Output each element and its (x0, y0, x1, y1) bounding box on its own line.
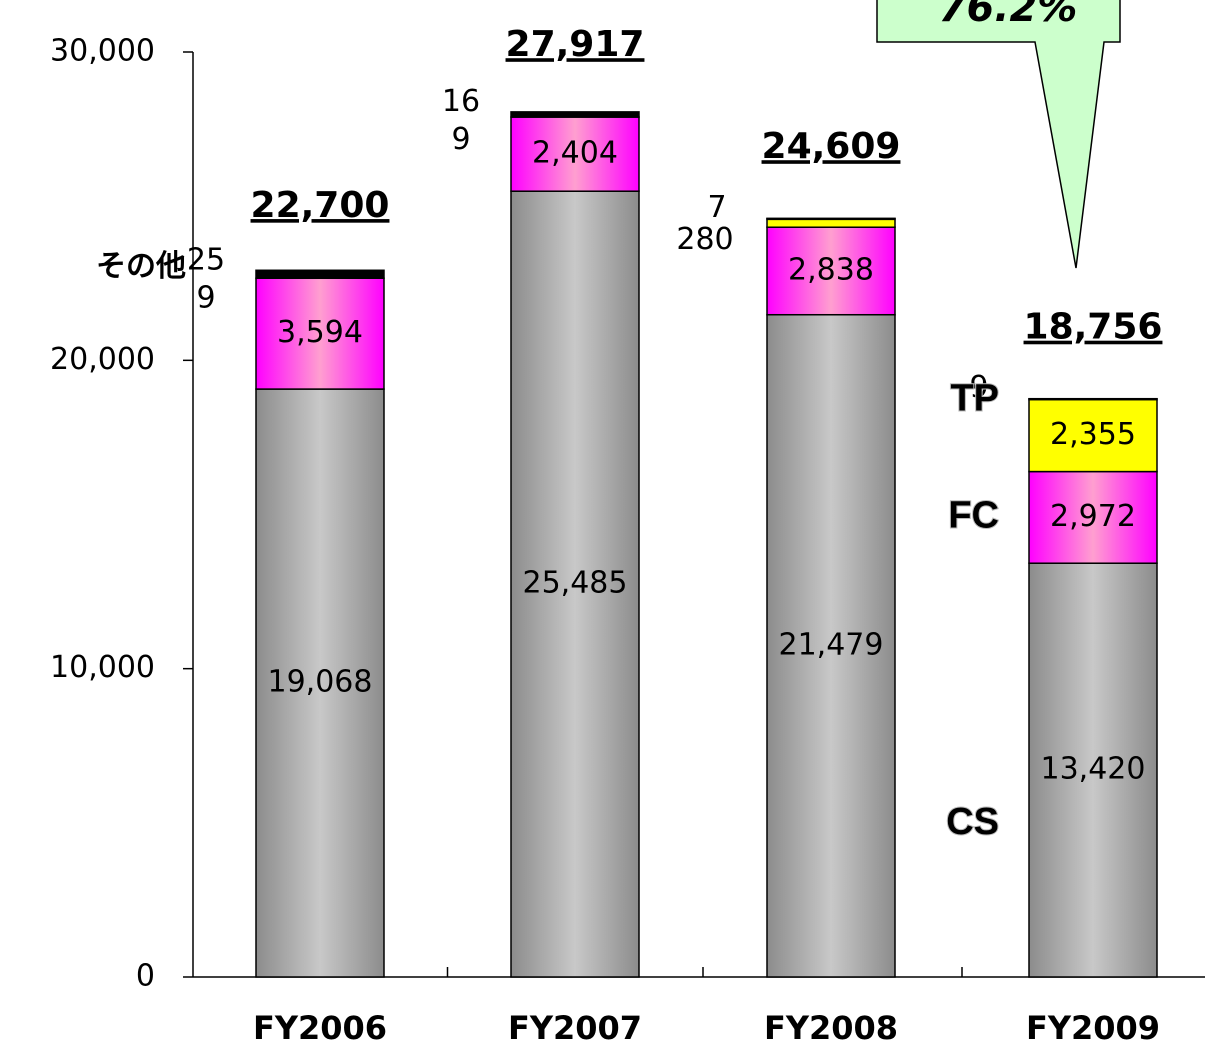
bar-segment (510, 116, 640, 192)
data-label: 280 (676, 222, 733, 257)
series-name: TP (950, 377, 999, 419)
bar-segment (510, 190, 640, 978)
callout-text: 76.2% (939, 0, 1078, 31)
data-label: 2,972 (1050, 499, 1136, 534)
callout (876, 0, 1121, 269)
data-label-line: 9 (196, 280, 215, 315)
data-label-line: 9 (451, 121, 470, 156)
bar-segment (510, 111, 640, 118)
x-tick-label: FY2006 (253, 1009, 387, 1047)
bar-segment (1028, 398, 1158, 473)
y-tick-label: 30,000 (50, 34, 155, 69)
data-label: 2,404 (532, 136, 618, 171)
bar-segment (255, 388, 385, 978)
data-label: 19,068 (268, 665, 373, 700)
series-name: その他 (96, 250, 186, 283)
series-name: CS (946, 801, 999, 843)
bar-segment (255, 269, 385, 280)
x-tick-label: FY2007 (508, 1009, 642, 1047)
total-label: 27,917 (506, 24, 645, 65)
y-tick-label: 20,000 (50, 342, 155, 377)
data-label: 25,485 (523, 566, 628, 601)
data-label-line: 25 (187, 242, 225, 277)
data-label: 16 9 (442, 83, 480, 156)
data-label: 2,355 (1050, 417, 1136, 452)
data-label: 21,479 (779, 627, 884, 662)
total-label: 24,609 (762, 126, 901, 167)
data-label: 25 9 (187, 242, 225, 315)
total-label: 22,700 (251, 185, 390, 226)
bar-segment (1028, 397, 1158, 401)
total-label: 18,756 (1024, 307, 1163, 348)
data-label: 13,420 (1041, 752, 1146, 787)
y-tick-label: 10,000 (50, 650, 155, 685)
bar-segment (1028, 562, 1158, 978)
data-label: 3,594 (277, 315, 363, 350)
x-tick-label: FY2009 (1026, 1009, 1160, 1047)
y-tick-label: 0 (136, 959, 155, 994)
bar-segment (255, 277, 385, 390)
bar-segment (1028, 470, 1158, 564)
data-label: 7 (707, 190, 726, 225)
data-label: 2,838 (788, 252, 874, 287)
x-tick-label: FY2008 (764, 1009, 898, 1047)
bar-segment (766, 313, 896, 978)
series-name: FC (948, 494, 999, 536)
bar-segment (766, 226, 896, 316)
data-label-line: 16 (442, 83, 480, 118)
bar-segment (766, 217, 896, 221)
data-label: 9 (969, 370, 988, 405)
